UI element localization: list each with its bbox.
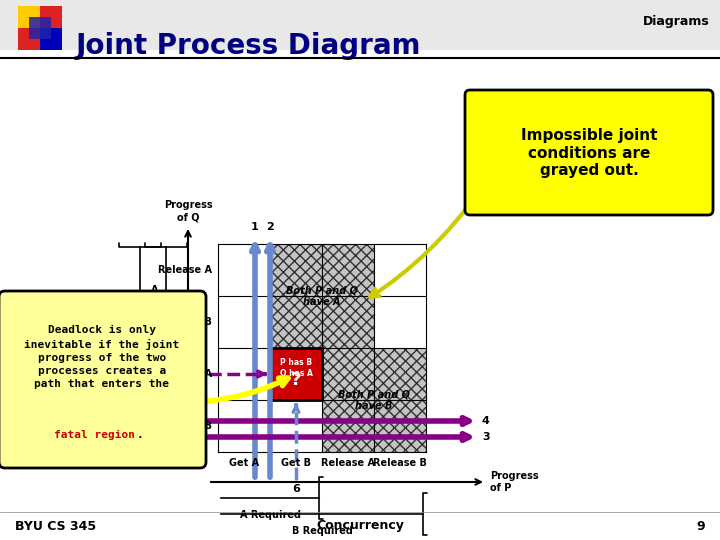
Text: Release B: Release B: [158, 317, 212, 327]
Text: 6: 6: [292, 484, 300, 494]
Text: Get B: Get B: [281, 458, 311, 468]
Bar: [270, 348, 322, 400]
Bar: [218, 244, 426, 452]
Text: Get A: Get A: [182, 369, 212, 379]
Text: A
Required: A Required: [108, 285, 158, 307]
Bar: [18, 28, 40, 50]
Text: .: .: [137, 430, 143, 440]
Text: 2: 2: [266, 222, 274, 232]
Text: 9: 9: [696, 519, 705, 532]
Text: ?: ?: [291, 371, 301, 389]
Text: B
Required: B Required: [82, 337, 132, 359]
Bar: [40, 6, 62, 28]
Text: P has B
Q has A: P has B Q has A: [279, 359, 312, 377]
Text: A Required: A Required: [240, 510, 300, 520]
Text: 4: 4: [482, 416, 490, 426]
FancyBboxPatch shape: [0, 291, 206, 468]
Bar: [270, 244, 374, 348]
Text: 3: 3: [482, 432, 490, 442]
Text: Get A: Get A: [229, 458, 259, 468]
Bar: [322, 348, 426, 452]
Text: BYU CS 345: BYU CS 345: [15, 519, 96, 532]
Text: Progress
of P: Progress of P: [490, 471, 539, 493]
Text: Joint Process Diagram: Joint Process Diagram: [75, 32, 420, 60]
Text: Deadlock is only
inevitable if the joint
progress of the two
processes creates a: Deadlock is only inevitable if the joint…: [24, 325, 179, 389]
Text: fatal region: fatal region: [53, 430, 135, 440]
Text: Release A: Release A: [158, 265, 212, 275]
Text: Release B: Release B: [373, 458, 427, 468]
Text: Impossible joint
conditions are
grayed out.: Impossible joint conditions are grayed o…: [521, 128, 657, 178]
Text: Concurrency: Concurrency: [316, 519, 404, 532]
Bar: [40, 28, 62, 50]
Text: Release A: Release A: [321, 458, 375, 468]
Bar: [18, 6, 40, 28]
Text: Both P and Q
have B: Both P and Q have B: [338, 389, 410, 411]
Text: B Required: B Required: [292, 526, 352, 536]
Text: Both P and Q
have A: Both P and Q have A: [286, 285, 358, 307]
Text: Get B: Get B: [182, 421, 212, 431]
Text: Diagrams: Diagrams: [643, 15, 710, 28]
Text: Progress
of Q: Progress of Q: [163, 200, 212, 222]
FancyBboxPatch shape: [465, 90, 713, 215]
Text: 1: 1: [251, 222, 259, 232]
Bar: [29, 17, 51, 39]
Text: 5: 5: [179, 369, 186, 379]
